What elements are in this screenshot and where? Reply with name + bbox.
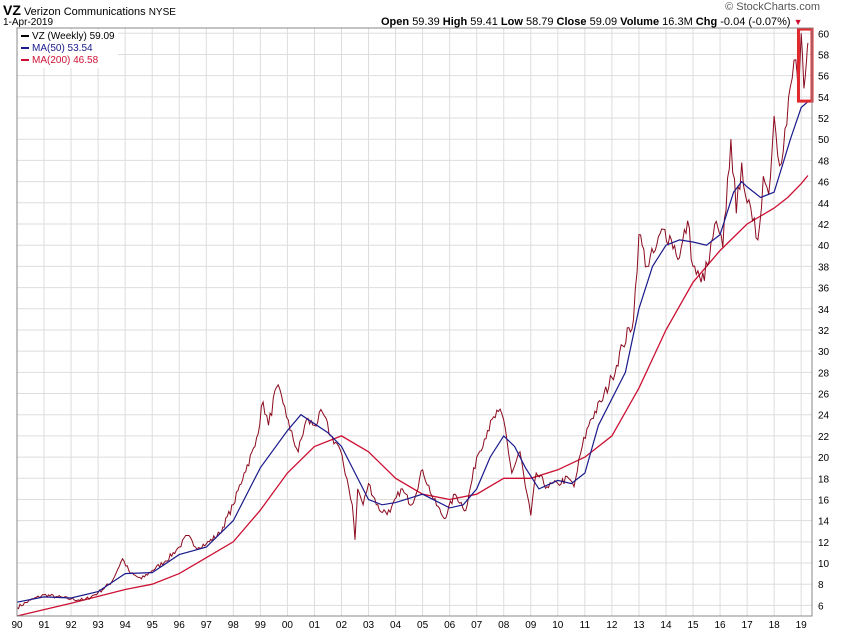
x-tick-label: 90 <box>11 620 23 631</box>
volume-label: Volume <box>620 16 660 28</box>
close-label: Close <box>556 16 587 28</box>
x-tick-label: 99 <box>255 620 267 631</box>
open-value: 59.39 <box>412 16 440 28</box>
high-label: High <box>442 16 468 28</box>
x-tick-label: 91 <box>38 620 50 631</box>
y-tick-label: 36 <box>818 284 830 295</box>
chart-axes: 6 8 10 12 14 16 18 20 22 24 26 28 30 32 34 36 38 40 42 44 46… <box>11 27 830 631</box>
x-tick-label: 18 <box>769 620 781 631</box>
chart-legend: VZ (Weekly) 59.09 MA(50) 53.54 MA(200) 4… <box>18 30 118 68</box>
legend-swatch-ma50 <box>21 47 29 50</box>
x-tick-label: 11 <box>580 620 591 631</box>
plot-frame <box>16 27 813 617</box>
close-value: 59.09 <box>589 16 618 28</box>
y-tick-label: 24 <box>818 411 830 422</box>
y-tick-label: 6 <box>818 601 824 612</box>
legend-swatch-ma200 <box>21 59 29 62</box>
x-tick-label: 19 <box>796 620 808 631</box>
ma50-line <box>16 101 809 603</box>
y-tick-label: 32 <box>818 326 830 337</box>
chart-title: VZ Verizon Communications NYSE <box>3 2 176 18</box>
ma200-line <box>16 175 809 617</box>
x-tick-label: 07 <box>471 620 483 631</box>
y-tick-label: 10 <box>818 559 830 570</box>
y-tick-label: 34 <box>818 305 830 316</box>
x-tick-label: 12 <box>606 620 618 631</box>
legend-item-ma200: MA(200) 46.58 <box>21 55 115 67</box>
x-tick-label: 13 <box>633 620 645 631</box>
ohlc-readout: Open 59.39 High 59.41 Low 58.79 Close 59… <box>381 16 803 28</box>
legend-label-ma200: MA(200) 46.58 <box>32 55 99 66</box>
dropdown-caret-icon[interactable]: ▼ <box>793 17 803 27</box>
price-line <box>16 33 809 610</box>
y-tick-label: 12 <box>818 538 830 549</box>
x-tick-label: 14 <box>660 620 672 631</box>
y-tick-label: 16 <box>818 495 830 506</box>
legend-item-ma50: MA(50) 53.54 <box>21 43 115 55</box>
x-tick-label: 08 <box>498 620 510 631</box>
x-tick-label: 15 <box>687 620 699 631</box>
y-tick-label: 40 <box>818 241 830 252</box>
x-tick-label: 06 <box>444 620 456 631</box>
y-tick-label: 30 <box>818 347 830 358</box>
x-tick-label: 17 <box>742 620 754 631</box>
x-tick-label: 09 <box>525 620 537 631</box>
x-tick-label: 92 <box>66 620 78 631</box>
x-tick-label: 04 <box>390 620 402 631</box>
y-tick-label: 22 <box>818 432 830 443</box>
x-tick-label: 93 <box>93 620 105 631</box>
brand-label: © StockCharts.com <box>725 1 820 13</box>
y-tick-label: 8 <box>818 580 824 591</box>
x-tick-label: 95 <box>147 620 159 631</box>
company-name: Verizon Communications <box>23 6 146 18</box>
y-tick-label: 60 <box>818 29 830 40</box>
x-tick-label: 02 <box>336 620 348 631</box>
x-tick-label: 98 <box>228 620 240 631</box>
x-tick-label: 97 <box>201 620 213 631</box>
y-tick-label: 20 <box>818 453 830 464</box>
exchange-name: NYSE <box>148 7 176 18</box>
plot-area <box>16 27 814 617</box>
low-value: 58.79 <box>525 16 554 28</box>
x-tick-label: 96 <box>174 620 186 631</box>
high-value: 59.41 <box>470 16 498 28</box>
chg-label: Chg <box>695 16 718 28</box>
chart-date: 1-Apr-2019 <box>3 17 54 28</box>
legend-label-ma50: MA(50) 53.54 <box>32 43 93 54</box>
y-tick-label: 28 <box>818 368 830 379</box>
y-tick-label: 42 <box>818 220 830 231</box>
ticker-symbol: VZ <box>3 2 21 18</box>
y-tick-label: 44 <box>818 199 830 210</box>
x-tick-label: 00 <box>282 620 294 631</box>
y-tick-label: 56 <box>818 72 830 83</box>
y-tick-label: 48 <box>818 156 830 167</box>
legend-item-price: VZ (Weekly) 59.09 <box>21 31 115 43</box>
x-tick-label: 10 <box>552 620 564 631</box>
y-tick-label: 18 <box>818 474 830 485</box>
y-tick-label: 54 <box>818 93 830 104</box>
x-tick-label: 03 <box>363 620 375 631</box>
y-tick-label: 46 <box>818 178 830 189</box>
x-tick-label: 05 <box>417 620 429 631</box>
y-tick-label: 58 <box>818 50 830 61</box>
x-tick-label: 16 <box>714 620 726 631</box>
y-tick-label: 14 <box>818 517 830 528</box>
low-label: Low <box>500 16 523 28</box>
chart-grid <box>16 28 812 616</box>
legend-swatch-price <box>21 35 29 38</box>
x-tick-label: 01 <box>309 620 321 631</box>
open-label: Open <box>381 16 410 28</box>
volume-value: 16.3M <box>662 16 693 28</box>
y-tick-label: 38 <box>818 262 830 273</box>
y-tick-label: 50 <box>818 135 830 146</box>
x-tick-label: 94 <box>120 620 132 631</box>
legend-label-price: VZ (Weekly) 59.09 <box>32 31 115 42</box>
chg-value: -0.04 (-0.07%) <box>720 16 791 28</box>
y-tick-label: 52 <box>818 114 830 125</box>
y-tick-label: 26 <box>818 390 830 401</box>
